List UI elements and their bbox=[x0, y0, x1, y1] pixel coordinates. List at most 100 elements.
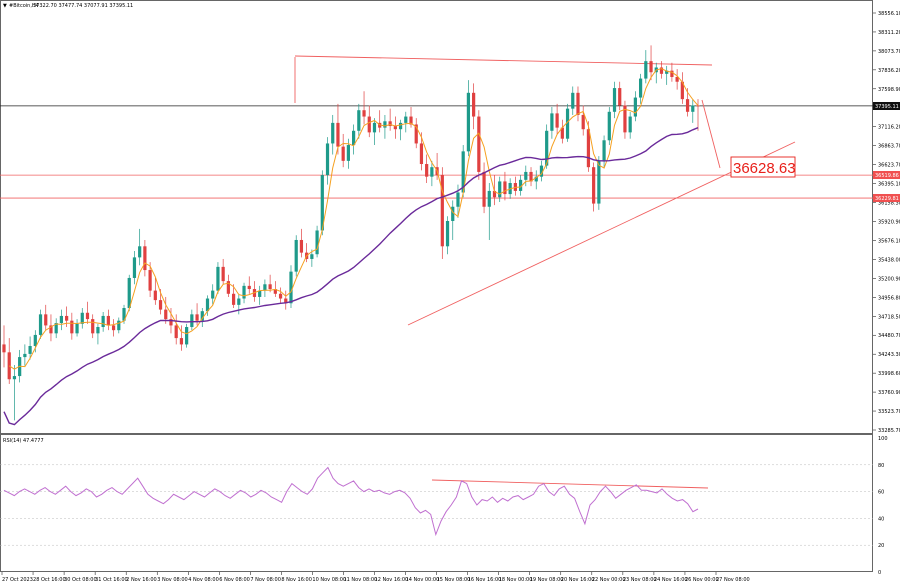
dropdown-arrow-icon[interactable]: ▼ bbox=[3, 3, 7, 9]
price-tick-label: 37116.20 bbox=[878, 125, 900, 131]
price-tick-label: 33998.60 bbox=[878, 371, 900, 377]
candle-body bbox=[122, 308, 126, 321]
candle-body bbox=[185, 327, 189, 345]
fast-ma-line bbox=[8, 68, 699, 370]
candle-body bbox=[59, 315, 64, 324]
candle-body bbox=[164, 309, 168, 320]
current-price-tag-bg bbox=[873, 102, 900, 110]
price-tick-label: 36158.30 bbox=[878, 201, 900, 207]
rsi-tick-label: 40 bbox=[878, 516, 884, 522]
price-tick-label: 38073.70 bbox=[878, 49, 900, 55]
candle-body bbox=[200, 311, 204, 321]
rsi-header: RSI(14) 47.4777 bbox=[3, 438, 44, 444]
candle-body bbox=[670, 70, 674, 77]
candle-body bbox=[555, 113, 559, 128]
candle-body bbox=[96, 327, 100, 334]
time-tick-label: 23 Nov 08:00 bbox=[623, 577, 657, 583]
price-tick-label: 35200.90 bbox=[878, 276, 900, 282]
candle-body bbox=[284, 298, 288, 304]
time-tick-label: 27 Oct 2023 bbox=[2, 577, 33, 583]
current-price-tag: 37395.11 bbox=[875, 104, 899, 110]
candle-body bbox=[148, 270, 152, 291]
price-tick-label: 36863.70 bbox=[878, 144, 900, 150]
price-tick-label: 34718.50 bbox=[878, 314, 900, 320]
price-tick-label: 33285.70 bbox=[878, 428, 900, 434]
candle-body bbox=[341, 146, 345, 161]
candle-body bbox=[153, 290, 157, 301]
candle-body bbox=[545, 130, 549, 166]
candle-body bbox=[143, 246, 147, 271]
candle-body bbox=[440, 175, 444, 247]
time-tick-label: 3 Nov 08:00 bbox=[157, 577, 188, 583]
candle-body bbox=[404, 116, 408, 123]
price-tick-label: 37836.20 bbox=[878, 68, 900, 74]
rsi-tick-label: 60 bbox=[878, 490, 884, 496]
annotation-layer bbox=[294, 55, 796, 489]
candle-body bbox=[524, 171, 528, 180]
candle-body bbox=[503, 181, 507, 195]
candle-body bbox=[211, 290, 215, 299]
time-tick-label: 26 Nov 00:00 bbox=[685, 577, 719, 583]
candle-body bbox=[70, 320, 74, 334]
resistance-trendline bbox=[294, 55, 713, 66]
candle-body bbox=[592, 167, 596, 204]
candle-body bbox=[425, 164, 429, 177]
candle-body bbox=[665, 70, 669, 74]
candle-body bbox=[482, 171, 486, 207]
price-tick-label: 35676.10 bbox=[878, 238, 900, 244]
candle-body bbox=[65, 315, 69, 321]
time-tick-label: 2 Nov 16:00 bbox=[126, 577, 157, 583]
rsi-divergence-line bbox=[431, 479, 709, 489]
slow-ma-line bbox=[3, 127, 699, 426]
time-tick-label: 6 Nov 08:00 bbox=[219, 577, 250, 583]
candle-body bbox=[75, 323, 79, 334]
candle-body bbox=[534, 176, 538, 182]
candle-body bbox=[586, 129, 591, 168]
candle-body bbox=[638, 78, 643, 98]
candle-body bbox=[320, 175, 324, 231]
candle-body bbox=[414, 124, 418, 144]
candle-body bbox=[393, 126, 397, 130]
candle-body bbox=[456, 192, 460, 207]
time-tick-label: 18 Nov 00:00 bbox=[499, 577, 533, 583]
candle-body bbox=[190, 314, 194, 328]
candle-body bbox=[633, 97, 637, 117]
candle-body bbox=[325, 143, 330, 176]
price-tick-label: 36623.70 bbox=[878, 163, 900, 169]
candle-body bbox=[581, 114, 585, 130]
price-tick-label: 33523.70 bbox=[878, 409, 900, 415]
candle-body bbox=[247, 285, 251, 290]
candle-body bbox=[38, 314, 43, 335]
candle-body bbox=[33, 334, 37, 347]
price-panel-frame bbox=[0, 0, 873, 434]
projection-arrow-line bbox=[701, 99, 721, 169]
candle-body bbox=[644, 61, 648, 79]
candle-body bbox=[195, 314, 199, 321]
candle-body bbox=[221, 266, 225, 282]
candle-body bbox=[597, 160, 601, 204]
candle-body bbox=[565, 108, 570, 139]
candle-body bbox=[111, 325, 116, 331]
candle-body bbox=[607, 111, 611, 141]
horizontal-levels bbox=[0, 105, 873, 199]
support-trendline bbox=[407, 141, 796, 326]
candle-body bbox=[367, 116, 371, 133]
candle-body bbox=[289, 271, 293, 304]
candle-body bbox=[372, 122, 377, 133]
candle-body bbox=[362, 110, 366, 117]
support-tag-2: 36229.81 bbox=[875, 196, 899, 202]
candle-body bbox=[685, 99, 690, 112]
candle-body bbox=[331, 122, 335, 144]
ohlc-quote: 37322.70 37477.74 37077.91 37395.11 bbox=[33, 3, 133, 9]
candle-body bbox=[278, 293, 283, 299]
time-tick-label: 11 Nov 08:00 bbox=[343, 577, 377, 583]
candle-body bbox=[602, 140, 606, 161]
candle-body bbox=[492, 190, 497, 198]
candle-body bbox=[169, 319, 173, 326]
price-tick-label: 36395.10 bbox=[878, 182, 900, 188]
price-tick-label: 33760.90 bbox=[878, 390, 900, 396]
candle-body bbox=[80, 312, 84, 324]
candle-body bbox=[12, 376, 17, 380]
time-tick-label: 30 Oct 08:00 bbox=[64, 577, 97, 583]
target-label: 36628.63 bbox=[733, 160, 796, 177]
